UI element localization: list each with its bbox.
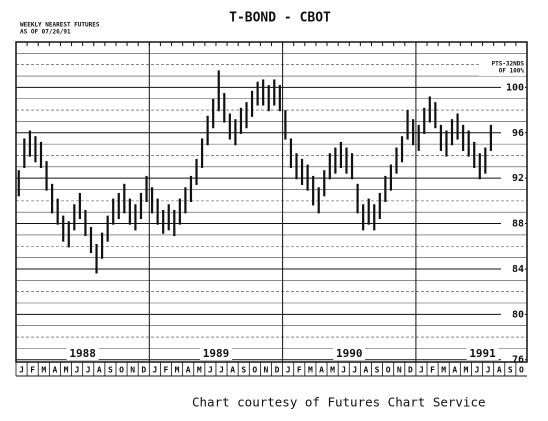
y-tick-label: 100: [506, 82, 524, 93]
x-tick-label: J: [475, 366, 480, 375]
x-tick-label: M: [197, 366, 202, 375]
x-tick-label: J: [152, 366, 157, 375]
label-bg: [501, 262, 525, 275]
x-tick-label: D: [408, 366, 413, 375]
label-bg: [501, 81, 525, 94]
x-tick-label: A: [97, 366, 102, 375]
year-label: 1990: [336, 347, 363, 360]
y-tick-label: 80: [512, 309, 524, 320]
x-tick-label: J: [19, 366, 24, 375]
y-tick-label: 96: [512, 128, 524, 139]
x-tick-label: O: [119, 366, 124, 375]
label-bg: [466, 348, 499, 360]
x-tick-label: M: [64, 366, 69, 375]
y-tick-label: 92: [512, 173, 524, 184]
x-tick-label: D: [141, 366, 146, 375]
x-tick-label: J: [208, 366, 213, 375]
x-tick-label: J: [86, 366, 91, 375]
x-tick-label: S: [241, 366, 246, 375]
label-bg: [501, 172, 525, 185]
x-tick-label: O: [252, 366, 257, 375]
x-tick-label: A: [452, 366, 457, 375]
x-tick-label: A: [186, 366, 191, 375]
x-tick-label: A: [52, 366, 57, 375]
x-tick-label: M: [441, 366, 446, 375]
y-tick-label: 76: [512, 355, 524, 366]
x-tick-label: N: [264, 366, 269, 375]
x-tick-label: J: [75, 366, 80, 375]
caption: Chart courtesy of Futures Chart Service: [192, 395, 486, 410]
x-tick-label: O: [519, 366, 524, 375]
units-label: PTS-32NDS: [491, 61, 524, 68]
x-tick-label: M: [308, 366, 313, 375]
x-tick-label: J: [286, 366, 291, 375]
label-bg: [501, 126, 525, 139]
x-tick-label: A: [497, 366, 502, 375]
x-tick-label: M: [330, 366, 335, 375]
y-tick-label: 84: [512, 264, 524, 275]
x-tick-label: N: [397, 366, 402, 375]
x-tick-label: J: [352, 366, 357, 375]
y-tick-label: 88: [512, 219, 524, 230]
label-bg: [199, 348, 232, 360]
label-bg: [501, 217, 525, 230]
x-tick-label: J: [219, 366, 224, 375]
x-tick-label: J: [341, 366, 346, 375]
x-tick-label: J: [486, 366, 491, 375]
label-bg: [501, 308, 525, 321]
x-tick-label: J: [419, 366, 424, 375]
x-tick-label: M: [175, 366, 180, 375]
x-tick-label: F: [430, 366, 435, 375]
year-label: 1988: [69, 347, 96, 360]
label-bg: [479, 60, 525, 76]
x-tick-label: S: [508, 366, 513, 375]
x-tick-label: M: [41, 366, 46, 375]
x-tick-label: D: [275, 366, 280, 375]
label-bg: [333, 348, 366, 360]
year-label: 1989: [203, 347, 230, 360]
x-tick-label: F: [30, 366, 35, 375]
x-tick-label: O: [386, 366, 391, 375]
x-tick-label: N: [130, 366, 135, 375]
subtitle-line: AS OF 07/26/91: [20, 29, 71, 36]
chart-title: T-BOND - CBOT: [229, 11, 331, 26]
x-tick-label: A: [319, 366, 324, 375]
label-bg: [66, 348, 99, 360]
x-tick-label: S: [375, 366, 380, 375]
x-tick-label: F: [297, 366, 302, 375]
x-tick-label: F: [164, 366, 169, 375]
x-tick-label: A: [230, 366, 235, 375]
year-label: 1991: [469, 347, 496, 360]
x-tick-label: S: [108, 366, 113, 375]
units-label: OF 100%: [499, 68, 525, 75]
x-tick-label: A: [364, 366, 369, 375]
subtitle-line: WEEKLY NEAREST FUTURES: [20, 22, 100, 29]
x-tick-label: M: [463, 366, 468, 375]
